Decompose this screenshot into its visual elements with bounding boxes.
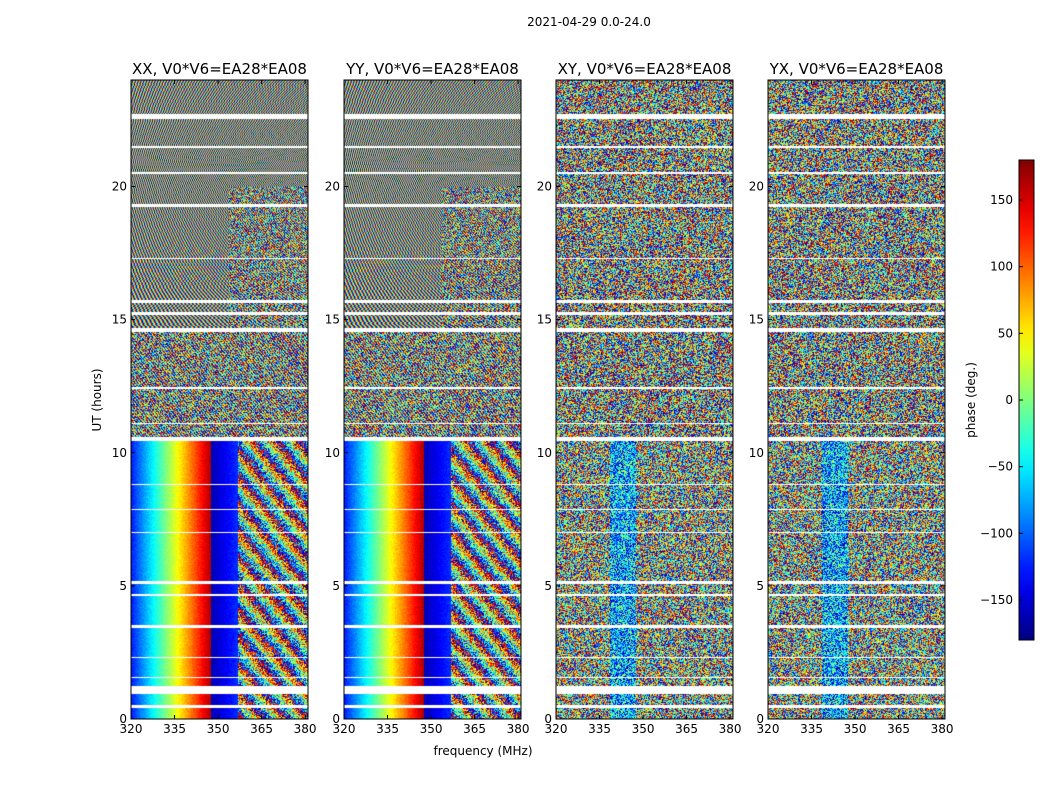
panel-title: YX, V0*V6=EA28*EA08 [769, 60, 944, 78]
figure-suptitle: 2021-04-29 0.0-24.0 [527, 15, 651, 29]
panels: XX, V0*V6=EA28*EA08 320 335 350 365 380 0 5 10 15… [90, 60, 954, 736]
panel-4: YX, V0*V6=EA28*EA08 320 335 350 365 380 0 5 10 15… [749, 60, 954, 736]
x-tick-label: 335 [163, 722, 186, 736]
y-tick-label: 20 [112, 180, 127, 194]
colorbar: phase (deg.) 150 100 50 0 −50 −100 −150 [964, 159, 1035, 641]
panel-title: XX, V0*V6=EA28*EA08 [132, 60, 307, 78]
panel-title: XY, V0*V6=EA28*EA08 [558, 60, 732, 78]
x-tick-label: 380 [507, 722, 530, 736]
panel-1: XX, V0*V6=EA28*EA08 320 335 350 365 380 0 5 10 15… [90, 60, 317, 736]
x-tick-label: 365 [675, 722, 698, 736]
y-tick-label: 5 [544, 579, 552, 593]
x-tick-label: 380 [719, 722, 742, 736]
x-tick-label: 380 [931, 722, 954, 736]
heatmap-image-4 [768, 80, 945, 719]
x-tick-label: 350 [844, 722, 867, 736]
x-tick-label: 335 [376, 722, 399, 736]
y-tick-label: 10 [749, 446, 764, 460]
y-tick-label: 0 [332, 712, 340, 726]
x-tick-label: 320 [120, 722, 143, 736]
panel-2: YY, V0*V6=EA28*EA08 320 335 350 365 380 0 5 10 15… [325, 60, 530, 736]
colorbar-tick-label: −100 [980, 526, 1013, 540]
x-tick-label: 365 [887, 722, 910, 736]
x-tick-label: 320 [757, 722, 780, 736]
x-tick-label: 365 [250, 722, 273, 736]
heatmap-image-3 [556, 80, 733, 719]
y-tick-label: 15 [537, 313, 552, 327]
x-tick-label: 335 [800, 722, 823, 736]
x-tick-label: 380 [294, 722, 317, 736]
y-tick-label: 10 [325, 446, 340, 460]
panel-title: YY, V0*V6=EA28*EA08 [345, 60, 519, 78]
colorbar-tick-label: 100 [990, 260, 1013, 274]
y-tick-label: 20 [325, 180, 340, 194]
x-tick-label: 365 [463, 722, 486, 736]
x-tick-label: 350 [632, 722, 655, 736]
y-tick-label: 20 [749, 180, 764, 194]
panel-frame [767, 79, 946, 720]
y-tick-label: 15 [749, 313, 764, 327]
x-tick-label: 335 [588, 722, 611, 736]
colorbar-label: phase (deg.) [964, 362, 978, 438]
panel-frame [130, 79, 309, 720]
y-tick-label: 15 [325, 313, 340, 327]
x-tick-label: 320 [333, 722, 356, 736]
y-tick-label: 5 [756, 579, 764, 593]
y-tick-label: 20 [537, 180, 552, 194]
y-tick-label: 0 [756, 712, 764, 726]
x-tick-label: 350 [207, 722, 230, 736]
y-tick-label: 5 [119, 579, 127, 593]
colorbar-tick-label: −150 [980, 593, 1013, 607]
y-axis-label: UT (hours) [90, 368, 104, 431]
heatmap-image-2 [344, 80, 521, 719]
colorbar-tick-label: −50 [988, 460, 1013, 474]
colorbar-tick-label: 50 [998, 326, 1013, 340]
y-tick-label: 10 [537, 446, 552, 460]
y-tick-label: 10 [112, 446, 127, 460]
x-tick-label: 350 [420, 722, 443, 736]
panel-3: XY, V0*V6=EA28*EA08 320 335 350 365 380 0 5 10 15… [537, 60, 742, 736]
y-tick-label: 5 [332, 579, 340, 593]
panel-frame [555, 79, 734, 720]
panel-frame [343, 79, 522, 720]
y-tick-label: 0 [544, 712, 552, 726]
heatmap-image-1 [131, 80, 308, 719]
colorbar-tick-label: 150 [990, 193, 1013, 207]
x-axis-label: frequency (MHz) [433, 744, 532, 758]
x-tick-label: 320 [545, 722, 568, 736]
y-tick-label: 0 [119, 712, 127, 726]
colorbar-tick-label: 0 [1005, 393, 1013, 407]
y-tick-label: 15 [112, 313, 127, 327]
